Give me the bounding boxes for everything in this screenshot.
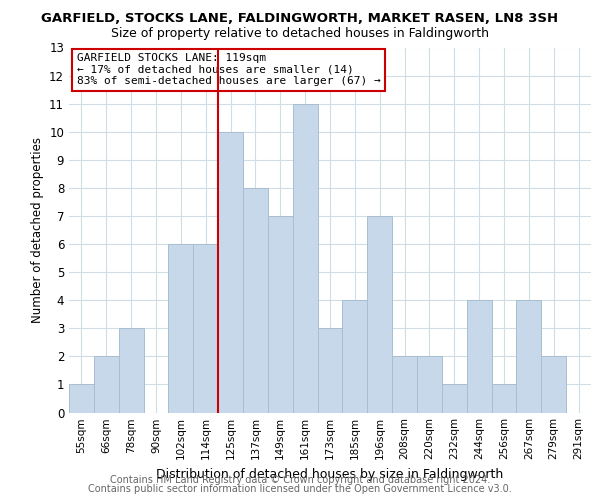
Bar [94,356,119,412]
Y-axis label: Number of detached properties: Number of detached properties [31,137,44,323]
Bar [193,244,218,412]
Bar [218,132,243,412]
X-axis label: Distribution of detached houses by size in Faldingworth: Distribution of detached houses by size … [157,468,503,481]
Bar [517,300,541,412]
Bar [293,104,317,412]
Text: Size of property relative to detached houses in Faldingworth: Size of property relative to detached ho… [111,28,489,40]
Bar [243,188,268,412]
Bar [317,328,343,412]
Bar [467,300,491,412]
Text: Contains HM Land Registry data © Crown copyright and database right 2024.: Contains HM Land Registry data © Crown c… [110,475,490,485]
Text: Contains public sector information licensed under the Open Government Licence v3: Contains public sector information licen… [88,484,512,494]
Bar [367,216,392,412]
Bar [392,356,417,412]
Bar [268,216,293,412]
Bar [169,244,193,412]
Text: GARFIELD, STOCKS LANE, FALDINGWORTH, MARKET RASEN, LN8 3SH: GARFIELD, STOCKS LANE, FALDINGWORTH, MAR… [41,12,559,26]
Bar [119,328,143,412]
Bar [491,384,517,412]
Bar [69,384,94,412]
Bar [343,300,367,412]
Bar [442,384,467,412]
Bar [417,356,442,412]
Bar [541,356,566,412]
Text: GARFIELD STOCKS LANE: 119sqm
← 17% of detached houses are smaller (14)
83% of se: GARFIELD STOCKS LANE: 119sqm ← 17% of de… [77,53,380,86]
